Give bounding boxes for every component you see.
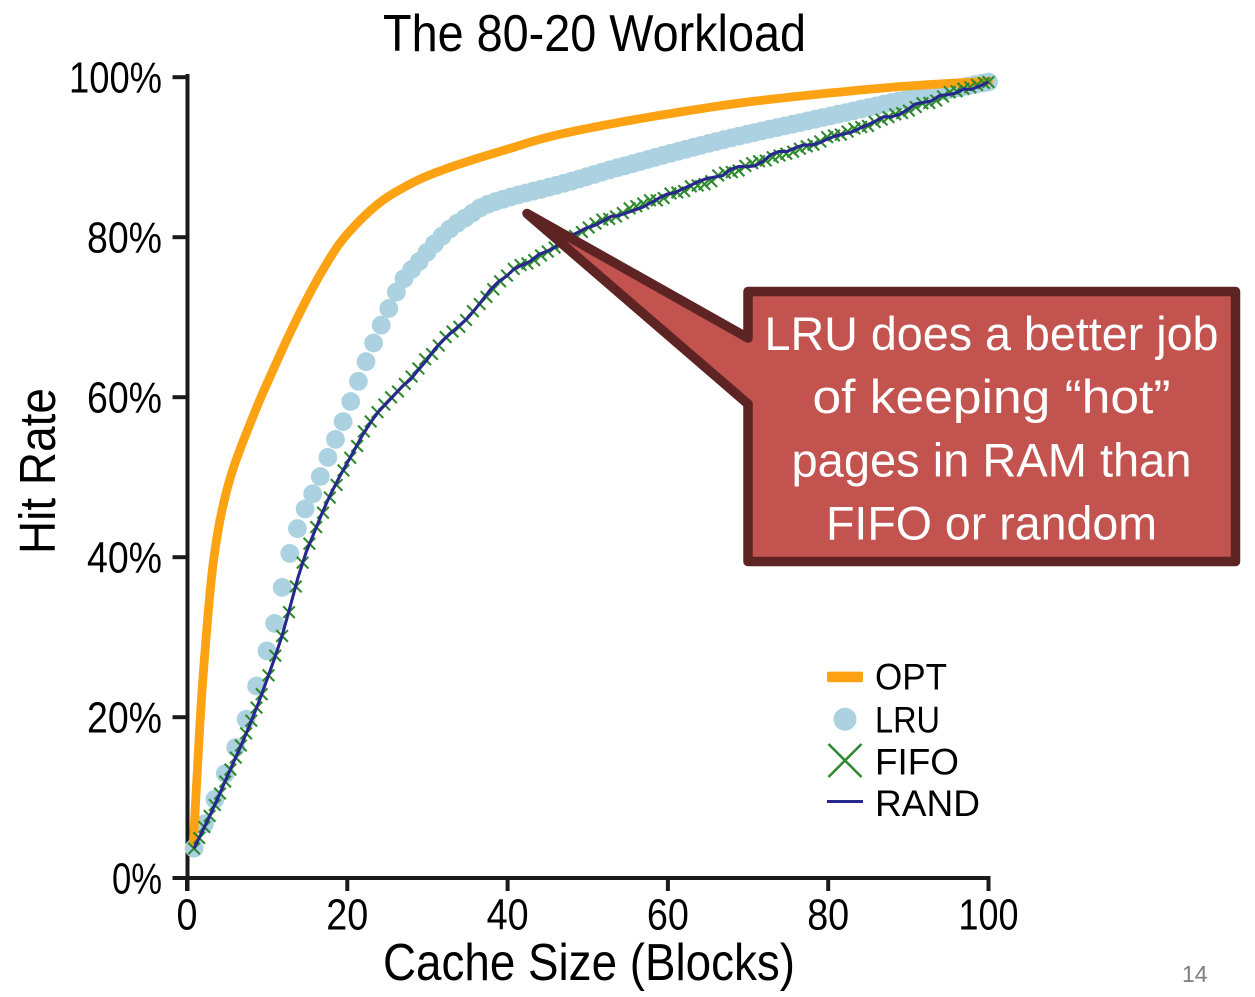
svg-text:60: 60 [647, 891, 689, 940]
svg-text:of keeping “hot”: of keeping “hot” [813, 370, 1171, 423]
svg-text:100: 100 [959, 891, 1019, 940]
svg-text:14: 14 [1182, 961, 1208, 987]
svg-text:LRU: LRU [875, 700, 940, 741]
svg-text:LRU does a better job: LRU does a better job [765, 307, 1219, 360]
svg-text:0%: 0% [112, 854, 162, 903]
svg-text:0: 0 [177, 891, 198, 940]
svg-text:20: 20 [326, 891, 368, 940]
svg-text:100%: 100% [69, 54, 162, 103]
svg-text:20%: 20% [87, 694, 162, 743]
svg-text:60%: 60% [87, 374, 162, 423]
svg-text:Cache Size (Blocks): Cache Size (Blocks) [383, 934, 795, 992]
svg-text:pages in RAM than: pages in RAM than [792, 433, 1192, 486]
svg-text:80%: 80% [87, 214, 162, 263]
svg-text:40: 40 [487, 891, 529, 940]
svg-text:OPT: OPT [875, 657, 947, 698]
svg-text:FIFO or random: FIFO or random [826, 497, 1157, 550]
svg-text:80: 80 [807, 891, 849, 940]
svg-text:The 80-20 Workload: The 80-20 Workload [383, 5, 806, 63]
svg-text:FIFO: FIFO [875, 741, 959, 782]
svg-text:Hit Rate: Hit Rate [9, 388, 66, 554]
svg-text:RAND: RAND [875, 783, 980, 824]
svg-text:40%: 40% [87, 534, 162, 583]
